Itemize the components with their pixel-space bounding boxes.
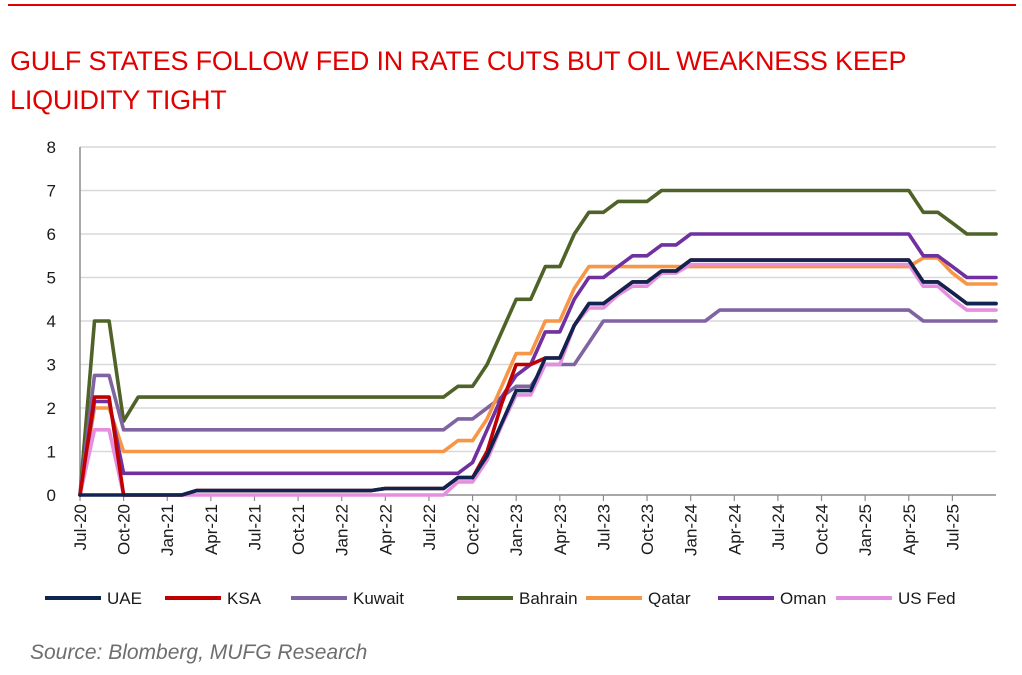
legend-label: KSA [227,589,262,608]
x-tick-label: Jan-21 [158,504,177,556]
x-tick-label: Jul-23 [594,504,613,550]
x-tick-label: Jul-21 [245,504,264,550]
x-tick-label: Oct-21 [289,504,308,555]
series-line-oman [78,232,998,497]
legend-label: US Fed [898,589,956,608]
y-tick-label: 0 [47,486,56,505]
y-tick-label: 8 [47,138,56,157]
x-tick-label: Apr-21 [202,504,221,555]
x-tick-label: Jan-22 [333,504,352,556]
series-line-us-fed [78,262,998,497]
x-tick-label: Apr-25 [900,504,919,555]
x-tick-label: Jan-23 [507,504,526,556]
series-line-uae [78,258,998,497]
legend-label: Bahrain [519,589,578,608]
y-tick-label: 7 [47,182,56,201]
x-tick-label: Oct-22 [464,504,483,555]
x-tick-label: Jan-25 [856,504,875,556]
x-tick-label: Jul-24 [769,504,788,550]
x-tick-label: Jul-22 [420,504,439,550]
series-line-bahrain [78,188,998,497]
line-chart: 0 1 2 3 4 5 6 7 8 Jul-20 Oct-20 Jan-21 Apr-21 Jul-21 O… [45,138,998,608]
x-tick-label: Apr-24 [725,504,744,555]
legend-label: Qatar [648,589,691,608]
y-tick-label: 1 [47,443,56,462]
chart-title: GULF STATES FOLLOW FED IN RATE CUTS BUT … [10,46,906,115]
legend-label: Oman [780,589,826,608]
top-rule [8,4,1016,6]
y-tick-label: 6 [47,225,56,244]
series-line-qatar [78,256,998,497]
legend-label: UAE [107,589,142,608]
x-tick-label: Jul-25 [943,504,962,550]
x-tick-label: Apr-23 [551,504,570,555]
y-tick-label: 4 [47,312,56,331]
y-tick-label: 2 [47,399,56,418]
y-tick-label: 5 [47,269,56,288]
y-tick-label: 3 [47,356,56,375]
legend-label: Kuwait [353,589,404,608]
x-tick-label: Jul-20 [71,504,90,550]
source-note: Source: Blomberg, MUFG Research [30,641,368,664]
x-tick-label: Oct-24 [813,504,832,555]
x-tick-label: Jan-24 [682,504,701,556]
x-tick-label: Oct-23 [638,504,657,555]
x-tick-label: Apr-22 [376,504,395,555]
x-tick-label: Oct-20 [115,504,134,555]
